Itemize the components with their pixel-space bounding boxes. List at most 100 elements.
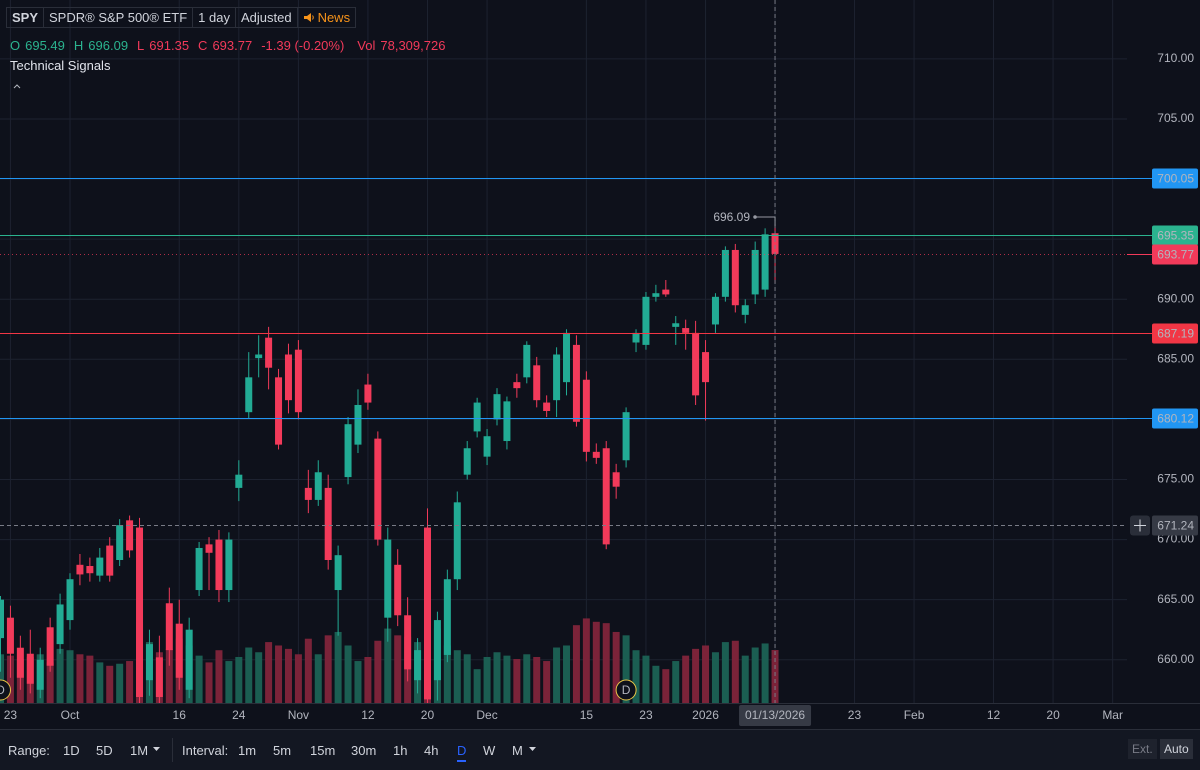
price-level-label: 695.35 (1157, 229, 1194, 243)
interval-button[interactable]: 15m (310, 743, 336, 758)
volume-bar (334, 631, 342, 703)
candle-body (136, 527, 144, 697)
high-marker-dot (753, 215, 757, 219)
interval-button[interactable]: 5m (273, 743, 292, 758)
interval[interactable]: 1 day (192, 7, 236, 28)
volume-bar (304, 638, 312, 703)
range-button[interactable]: 1D (63, 743, 80, 758)
y-tick-label: 705.00 (1157, 111, 1194, 125)
interval-button[interactable]: 1h (393, 743, 408, 758)
candle-body (304, 487, 312, 500)
volume-bar (473, 669, 481, 703)
interval-button[interactable]: 1m (238, 743, 257, 758)
volume-bar (215, 650, 223, 703)
range-button[interactable]: 5D (96, 743, 113, 758)
volume-bar (662, 669, 670, 703)
news-icon (303, 13, 314, 22)
volume-bar (523, 654, 531, 703)
interval-label: Interval: (182, 743, 229, 758)
volume-bar (314, 654, 322, 703)
volume-label: Vol (357, 38, 376, 53)
candle-body (26, 653, 34, 684)
x-tick-label: Nov (288, 708, 309, 722)
volume-bar (453, 650, 461, 703)
price-level-label: 680.12 (1157, 412, 1194, 426)
price-level-box (1152, 408, 1198, 429)
candle-body (334, 555, 342, 591)
candle-body (682, 328, 690, 333)
volume-bar (612, 631, 620, 703)
close-label: C (198, 38, 208, 53)
volume-bar (384, 628, 392, 703)
price-level-box (1152, 168, 1198, 189)
adjustment[interactable]: Adjusted (234, 7, 298, 28)
candle-body (543, 402, 551, 411)
symbol[interactable]: SPY (6, 7, 45, 28)
volume-bar (632, 650, 640, 703)
low-label: L (137, 38, 145, 53)
x-tick-label: Oct (61, 708, 80, 722)
candle-body (6, 617, 14, 654)
volume-bar (394, 635, 402, 703)
ext-button[interactable]: Ext. (1128, 739, 1157, 759)
volume-bar (543, 661, 551, 703)
x-tick-label: 12 (361, 708, 375, 722)
dividend-label: D (622, 683, 631, 697)
candle-body (86, 566, 94, 574)
volume-bar (294, 654, 302, 703)
y-tick-label: 675.00 (1157, 472, 1194, 486)
range-button[interactable]: 1M (130, 743, 149, 758)
candle-body (632, 332, 640, 343)
candle-body (384, 539, 392, 618)
interval-button[interactable]: D (457, 743, 467, 762)
candle-body (324, 487, 332, 560)
interval-button[interactable]: 30m (351, 743, 377, 758)
volume-bar (503, 655, 511, 703)
candle-body (294, 349, 302, 413)
candle-body (16, 647, 24, 678)
volume-bar (205, 662, 213, 703)
candle-body (215, 539, 223, 591)
volume-bar (126, 661, 134, 703)
candle-body (741, 305, 749, 315)
technical-signals[interactable]: Technical Signals (10, 58, 111, 73)
auto-button[interactable]: Auto (1160, 739, 1193, 759)
x-tick-label: Mar (1102, 708, 1123, 722)
dropdown-arrow[interactable] (529, 747, 537, 753)
candle-body (622, 412, 630, 461)
x-tick-label: Feb (904, 708, 925, 722)
candle-body (692, 332, 700, 396)
candle-body (721, 249, 729, 297)
crosshair-price-label: 671.24 (1157, 519, 1194, 533)
candle-body (126, 520, 134, 551)
candle-body (523, 344, 531, 378)
candle-body (275, 377, 283, 445)
x-tick-label: 15 (580, 708, 594, 722)
volume-bar (493, 652, 501, 703)
x-tick-label: 23 (639, 708, 653, 722)
symbol-name: SPDR® S&P 500® ETF (43, 7, 194, 28)
candle-body (731, 249, 739, 306)
interval-button[interactable]: W (483, 743, 496, 758)
volume-bar (46, 662, 54, 703)
candle-body (711, 296, 719, 325)
candle-body (672, 323, 680, 327)
candle-body (155, 657, 163, 697)
dropdown-arrow[interactable] (153, 747, 161, 753)
candle-body (225, 539, 233, 591)
low-value: 691.35 (149, 38, 190, 53)
news-button[interactable]: News (296, 7, 357, 28)
dividend-label: D (0, 683, 5, 697)
symbol-bar: SPY SPDR® S&P 500® ETF 1 day Adjusted Ne… (6, 7, 357, 28)
volume-bar (702, 645, 710, 703)
collapse-chevron[interactable] (12, 82, 22, 90)
crosshair-price-box (1152, 515, 1198, 536)
candle-body (354, 404, 362, 445)
interval-button[interactable]: 4h (424, 743, 439, 758)
volume-bar (344, 645, 352, 703)
volume-bar (86, 655, 94, 703)
crosshair-date-box (739, 705, 812, 726)
interval-button[interactable]: M (512, 743, 523, 758)
y-tick-label: 710.00 (1157, 51, 1194, 65)
